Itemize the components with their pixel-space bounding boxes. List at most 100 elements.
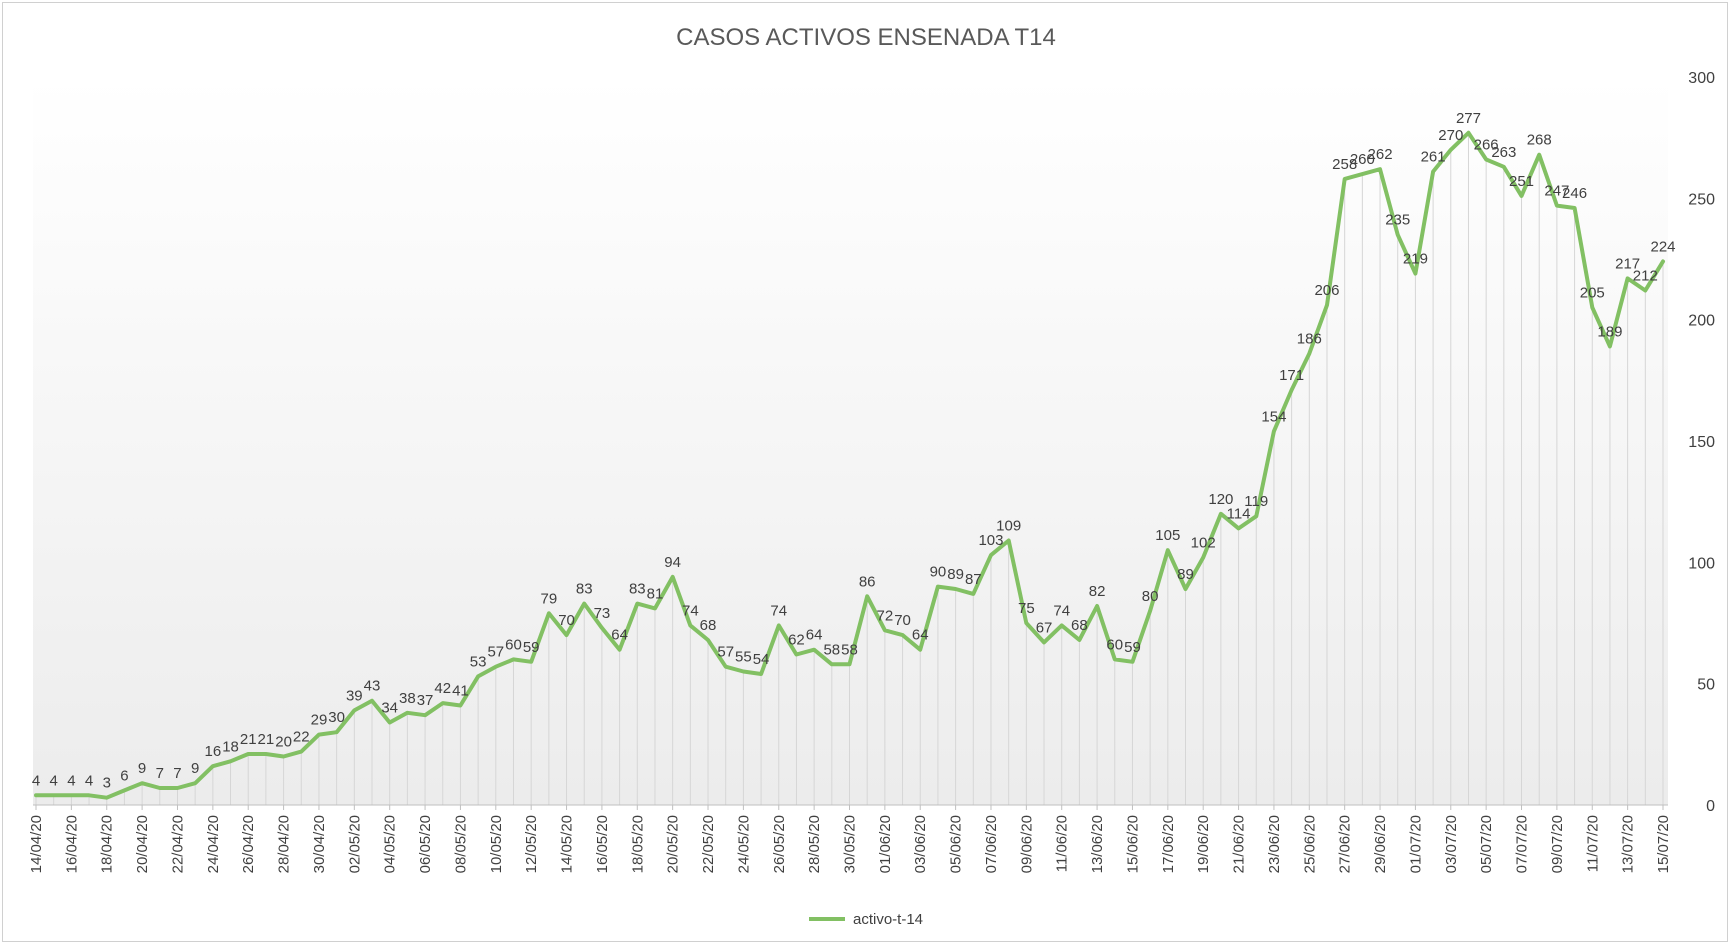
data-label: 53 [470,653,487,670]
data-label: 67 [1036,619,1053,636]
data-label: 235 [1385,212,1410,229]
data-label: 74 [682,602,699,619]
x-tick-label: 26/04/20 [240,815,257,873]
x-tick-label: 15/07/20 [1655,815,1672,873]
data-label: 224 [1650,238,1675,255]
data-label: 7 [156,765,164,782]
x-tick-label: 02/05/20 [346,815,363,873]
data-label: 22 [293,729,310,746]
x-tick-label: 25/06/20 [1301,815,1318,873]
x-tick-label: 28/05/20 [806,815,823,873]
x-tick-label: 15/06/20 [1124,815,1141,873]
data-label: 74 [770,602,787,619]
drop-lines [35,132,1664,805]
data-label: 29 [311,712,328,729]
x-tick-label: 04/05/20 [382,815,399,873]
x-tick-label: 18/04/20 [99,815,116,873]
data-label: 72 [877,607,894,624]
data-label: 59 [523,639,540,656]
y-tick-label: 50 [1697,677,1715,694]
data-label: 81 [647,585,664,602]
data-label: 109 [996,517,1021,534]
data-label: 75 [1018,600,1035,617]
data-label: 18 [222,738,239,755]
x-tick-label: 22/04/20 [169,815,186,873]
x-tick-label: 18/05/20 [629,815,646,873]
data-label: 58 [823,641,840,658]
data-label: 37 [417,692,434,709]
data-label: 246 [1562,185,1587,202]
data-label: 60 [505,636,522,653]
data-label: 89 [1177,566,1194,583]
data-label: 68 [700,617,717,634]
data-label: 59 [1124,639,1141,656]
data-label: 60 [1106,636,1123,653]
data-label: 89 [947,566,964,583]
data-label: 6 [120,767,128,784]
data-label: 102 [1191,534,1216,551]
data-label: 186 [1297,331,1322,348]
x-tick-label: 09/07/20 [1549,815,1566,873]
data-label: 20 [275,733,292,750]
data-label: 62 [788,632,805,649]
y-axis-ticks: 0 50 100 150 200 250 300 [1688,70,1715,815]
x-tick-label: 22/05/20 [700,815,717,873]
x-tick-label: 07/07/20 [1514,815,1531,873]
x-tick-label: 30/04/20 [311,815,328,873]
data-label: 205 [1580,285,1605,302]
data-label: 3 [103,775,111,792]
x-tick-label: 03/07/20 [1443,815,1460,873]
x-tick-label: 10/05/20 [488,815,505,873]
x-tick-label: 23/06/20 [1266,815,1283,873]
data-label: 9 [191,760,199,777]
x-tick-label: 11/07/20 [1584,815,1601,872]
x-tick-label: 13/07/20 [1620,815,1637,873]
legend-label: activo-t-14 [853,911,923,928]
data-label: 42 [434,680,451,697]
data-label: 266 [1474,137,1499,154]
data-label: 79 [541,590,558,607]
x-tick-label: 07/06/20 [983,815,1000,873]
data-label: 120 [1208,491,1233,508]
x-tick-label: 09/06/20 [1018,815,1035,873]
data-label: 80 [1142,588,1159,605]
chart-title: CASOS ACTIVOS ENSENADA T14 [676,24,1056,51]
x-tick-label: 06/05/20 [417,815,434,873]
y-tick-label: 200 [1688,313,1715,330]
x-axis-ticks: 14/04/20 16/04/20 18/04/20 20/04/20 22/04/20… [28,805,1672,873]
data-label: 119 [1244,493,1268,510]
data-label: 86 [859,573,876,590]
legend: activo-t-14 [809,911,923,928]
data-label: 34 [381,699,398,716]
data-label: 251 [1509,173,1534,190]
data-label: 41 [452,683,469,700]
x-tick-label: 20/04/20 [134,815,151,873]
data-label: 70 [558,612,575,629]
x-tick-label: 13/06/20 [1089,815,1106,873]
x-tick-label: 27/06/20 [1337,815,1354,873]
y-tick-label: 0 [1706,798,1715,815]
x-tick-label: 08/05/20 [452,815,469,873]
data-label: 219 [1403,251,1428,268]
y-tick-label: 150 [1688,434,1715,451]
data-label: 114 [1227,505,1251,522]
data-label: 87 [965,571,982,588]
data-label: 260 [1350,151,1375,168]
data-label: 189 [1597,323,1622,340]
data-label: 4 [32,772,40,789]
x-tick-label: 12/05/20 [523,815,540,873]
x-tick-label: 29/06/20 [1372,815,1389,873]
y-tick-label: 300 [1688,70,1715,87]
data-label: 30 [328,709,345,726]
x-tick-label: 21/06/20 [1231,815,1248,873]
x-tick-label: 14/04/20 [28,815,45,873]
data-label: 21 [240,731,257,748]
data-label: 82 [1089,583,1106,600]
data-label: 54 [753,651,770,668]
data-label: 74 [1053,602,1070,619]
data-label: 57 [487,644,504,661]
data-label: 43 [364,678,381,695]
data-label: 270 [1438,127,1463,144]
y-tick-label: 100 [1688,555,1715,572]
